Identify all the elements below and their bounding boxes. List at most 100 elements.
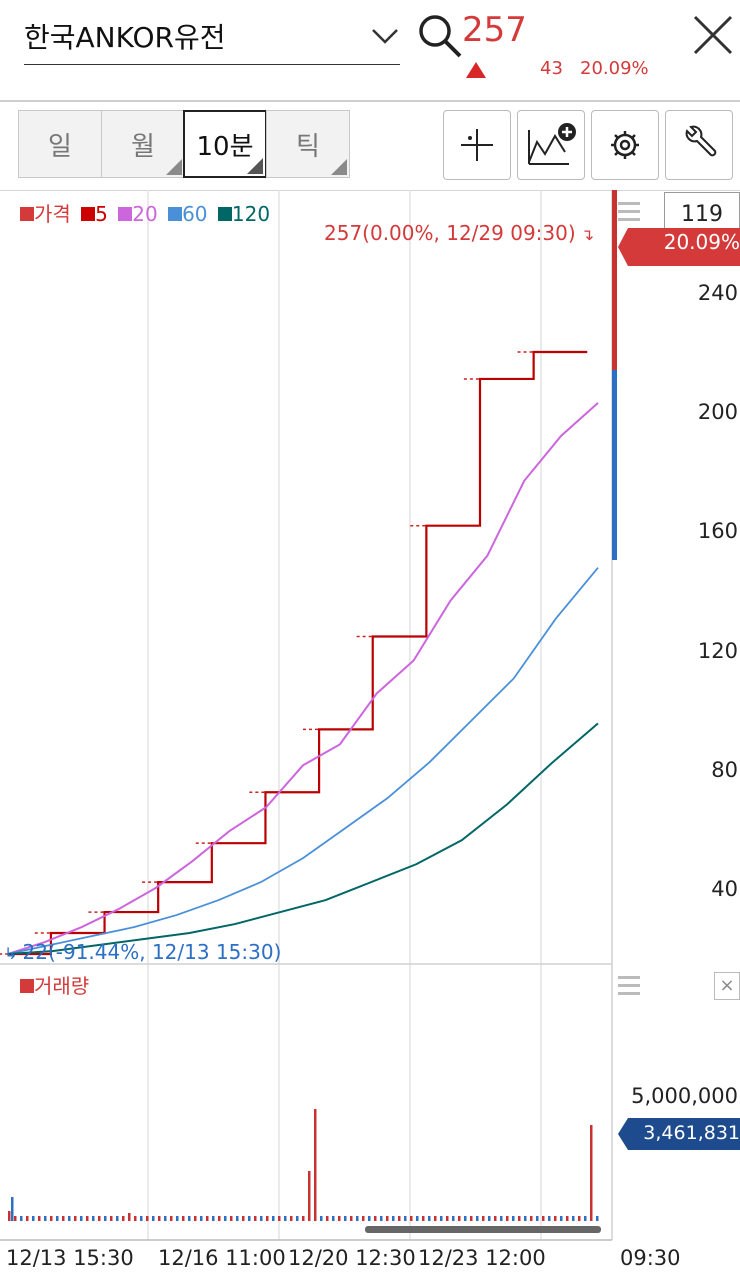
volume-bar xyxy=(590,1125,593,1221)
volume-bar xyxy=(368,1216,371,1221)
legend-ma5: 5 xyxy=(95,202,108,226)
volume-bar xyxy=(410,1216,413,1221)
menu-icon[interactable] xyxy=(618,976,640,995)
volume-bar xyxy=(212,1216,215,1221)
stock-name-underline xyxy=(24,64,400,65)
volume-bar xyxy=(32,1216,35,1221)
stock-name[interactable]: 한국ANKOR유전 xyxy=(24,21,226,54)
volume-bar xyxy=(362,1216,365,1221)
close-panel-icon[interactable]: × xyxy=(714,972,740,1000)
crosshair-button[interactable] xyxy=(443,110,511,180)
y-tick-label: 40 xyxy=(711,877,738,901)
volume-bar xyxy=(386,1216,389,1221)
up-triangle-icon xyxy=(466,62,486,78)
volume-bar xyxy=(320,1216,323,1221)
x-tick-label: 09:30 xyxy=(620,1246,681,1270)
volume-bar xyxy=(374,1216,377,1221)
volume-bar xyxy=(122,1216,125,1221)
volume-bar xyxy=(596,1216,599,1221)
y-tick-label: 160 xyxy=(697,519,738,543)
volume-bar xyxy=(134,1216,137,1221)
volume-bar xyxy=(380,1216,383,1221)
price-chart[interactable] xyxy=(0,190,740,1282)
volume-bar xyxy=(434,1216,437,1221)
ma20-line xyxy=(7,402,599,955)
volume-bar xyxy=(446,1216,449,1221)
period-tab-day-label: 일 xyxy=(48,131,72,162)
tools-button[interactable] xyxy=(665,110,733,180)
y-tick-label: 200 xyxy=(697,400,738,424)
period-tab-tick[interactable]: 틱 xyxy=(266,110,350,178)
last-price-annotation: 257(0.00%, 12/29 09:30) ↴ xyxy=(324,221,595,245)
volume-bar xyxy=(260,1216,263,1221)
dropdown-corner-icon xyxy=(166,159,182,175)
volume-bar xyxy=(248,1216,251,1221)
header-divider xyxy=(0,100,740,102)
volume-bar xyxy=(512,1216,515,1221)
y-tick-label: 80 xyxy=(711,758,738,782)
volume-bar xyxy=(56,1216,59,1221)
volume-bar xyxy=(200,1216,203,1221)
volume-bar xyxy=(38,1216,41,1221)
volume-bar xyxy=(44,1216,47,1221)
volume-bar xyxy=(296,1216,299,1221)
price-change: 43 xyxy=(540,58,563,79)
volume-bar xyxy=(392,1216,395,1221)
volume-bar xyxy=(116,1216,119,1221)
close-icon[interactable] xyxy=(692,14,734,60)
volume-bar xyxy=(284,1216,287,1221)
period-tab-month-label: 월 xyxy=(131,131,155,162)
current-price: 257 xyxy=(462,10,527,50)
price-tag-pct: 20.09% xyxy=(663,230,740,254)
volume-bar xyxy=(62,1216,65,1221)
volume-bar xyxy=(488,1216,491,1221)
volume-bar xyxy=(266,1216,269,1221)
y-tick-label: 120 xyxy=(697,639,738,663)
search-icon[interactable] xyxy=(416,12,464,64)
volume-bar xyxy=(140,1216,143,1221)
legend-ma60: 60 xyxy=(182,202,208,226)
legend-swatch xyxy=(118,207,133,221)
x-tick-label: 12/23 12:00 xyxy=(418,1246,546,1270)
volume-bar xyxy=(422,1216,425,1221)
period-tab-day[interactable]: 일 xyxy=(18,110,102,178)
min-price-annotation: ↳ 22(-91.44%, 12/13 15:30) xyxy=(4,940,282,964)
volume-bar xyxy=(560,1216,563,1221)
ma120-line xyxy=(7,722,599,955)
legend-swatch xyxy=(20,207,34,221)
volume-tag xyxy=(618,1118,740,1150)
volume-bar xyxy=(230,1216,233,1221)
chart-top-border xyxy=(0,190,740,191)
volume-bar xyxy=(470,1216,473,1221)
add-indicator-button[interactable] xyxy=(517,110,585,180)
x-tick-label: 12/13 15:30 xyxy=(6,1246,134,1270)
volume-bar xyxy=(398,1216,401,1221)
volume-bar xyxy=(326,1216,329,1221)
volume-bar xyxy=(548,1216,551,1221)
gear-icon xyxy=(611,131,639,159)
volume-bar xyxy=(314,1109,317,1221)
legend-swatch xyxy=(81,207,96,221)
chevron-down-icon[interactable] xyxy=(370,24,400,52)
volume-bar xyxy=(236,1216,239,1221)
volume-bar xyxy=(344,1216,347,1221)
period-tab-10min-label: 10분 xyxy=(196,131,254,162)
volume-bar xyxy=(482,1216,485,1221)
volume-bar xyxy=(518,1216,521,1221)
period-tab-month[interactable]: 월 xyxy=(101,110,185,178)
volume-bar xyxy=(80,1216,83,1221)
volume-bar xyxy=(416,1216,419,1221)
volume-bar xyxy=(290,1216,293,1221)
volume-bar xyxy=(224,1216,227,1221)
volume-bar xyxy=(500,1216,503,1221)
volume-bar xyxy=(542,1216,545,1221)
volume-bar xyxy=(584,1216,587,1221)
volume-bar xyxy=(68,1216,71,1221)
legend-price: 가격 xyxy=(34,202,71,226)
period-tab-10min[interactable]: 10분 xyxy=(183,110,267,178)
menu-icon[interactable] xyxy=(618,202,640,221)
settings-button[interactable] xyxy=(591,110,659,180)
chart-scrollbar[interactable] xyxy=(365,1226,601,1233)
volume-bar xyxy=(176,1216,179,1221)
x-tick-label: 12/20 12:30 xyxy=(288,1246,416,1270)
